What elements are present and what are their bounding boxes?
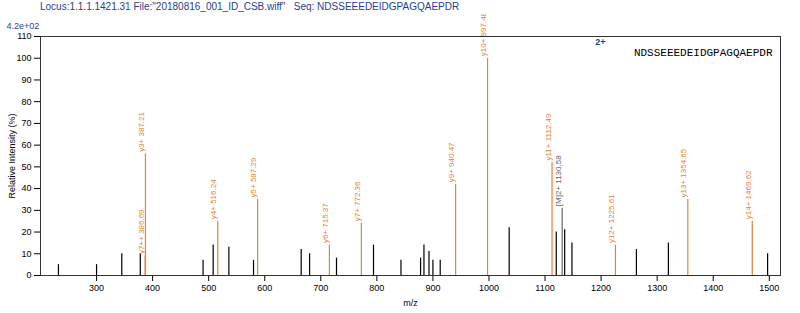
svg-text:y9+ 940.47: y9+ 940.47: [447, 142, 456, 182]
svg-text:Relative Intensity (%): Relative Intensity (%): [7, 113, 17, 198]
svg-text:70: 70: [21, 118, 31, 128]
svg-text:y5+ 587.29: y5+ 587.29: [249, 157, 258, 197]
svg-text:110: 110: [17, 31, 31, 41]
svg-text:1100: 1100: [535, 283, 554, 293]
svg-text:30: 30: [21, 205, 31, 215]
svg-text:100: 100: [16, 53, 31, 63]
svg-text:m/z: m/z: [403, 298, 418, 308]
svg-text:40: 40: [21, 183, 31, 193]
svg-text:400: 400: [145, 283, 160, 293]
svg-text:900: 900: [425, 283, 440, 293]
svg-text:300: 300: [89, 283, 104, 293]
svg-text:800: 800: [369, 283, 384, 293]
svg-text:20: 20: [21, 227, 31, 237]
svg-text:1300: 1300: [647, 283, 667, 293]
svg-text:y3+ 387.21: y3+ 387.21: [137, 111, 146, 151]
svg-text:[M]2+ 1130.58: [M]2+ 1130.58: [554, 155, 563, 206]
svg-text:1500: 1500: [759, 283, 779, 293]
svg-text:60: 60: [21, 140, 31, 150]
svg-text:2+: 2+: [595, 37, 605, 47]
svg-text:90: 90: [21, 75, 31, 85]
svg-text:y7++ 386.69: y7++ 386.69: [137, 209, 146, 254]
svg-text:NDSSEEEDEIDGPAGQAEPDR: NDSSEEEDEIDGPAGQAEPDR: [634, 47, 773, 59]
svg-text:1200: 1200: [591, 283, 611, 293]
svg-text:1400: 1400: [703, 283, 723, 293]
svg-text:600: 600: [257, 283, 272, 293]
svg-text:y12+ 1225.61: y12+ 1225.61: [607, 194, 616, 243]
svg-text:50: 50: [21, 162, 31, 172]
svg-text:80: 80: [21, 97, 31, 107]
svg-text:y13+ 1354.65: y13+ 1354.65: [679, 148, 688, 197]
svg-text:0: 0: [26, 270, 31, 280]
svg-text:y4+ 516.24: y4+ 516.24: [209, 179, 218, 219]
svg-text:10: 10: [21, 249, 31, 259]
svg-text:y7+ 772.36: y7+ 772.36: [353, 181, 362, 221]
svg-text:y10+ 997.48: y10+ 997.48: [479, 14, 488, 56]
html-text:Locus:1.1.1.1421.31 File:"2018: Locus:1.1.1.1421.31 File:"20180816_001_I…: [40, 1, 460, 12]
svg-text:y14+ 1469.62: y14+ 1469.62: [744, 170, 753, 219]
svg-text:1000: 1000: [479, 283, 499, 293]
svg-text:y6+ 715.37: y6+ 715.37: [321, 203, 330, 243]
svg-text:4.2e+02: 4.2e+02: [7, 21, 40, 31]
svg-text:y11+ 1112.49: y11+ 1112.49: [544, 113, 553, 160]
svg-text:700: 700: [313, 283, 328, 293]
svg-text:500: 500: [201, 283, 216, 293]
